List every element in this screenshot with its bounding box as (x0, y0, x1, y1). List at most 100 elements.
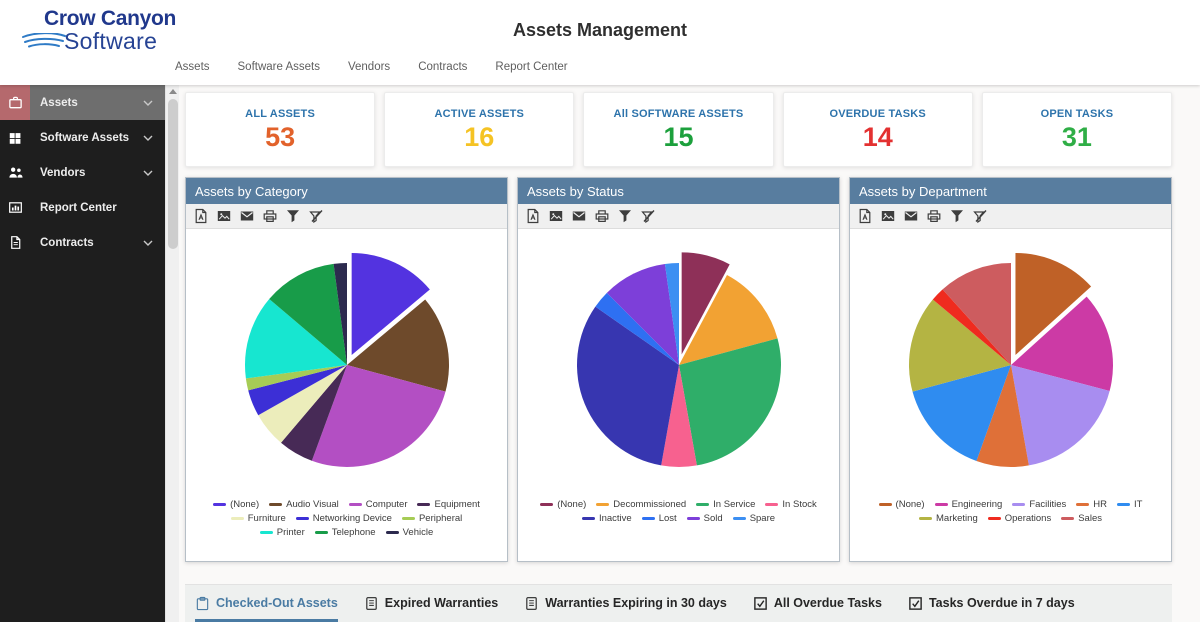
chevron-down-icon (143, 240, 153, 246)
legend-item: Sales (1061, 513, 1102, 524)
tab-tasks-overdue-7-days[interactable]: Tasks Overdue in 7 days (908, 585, 1075, 622)
legend-marker (1117, 503, 1130, 506)
print-icon[interactable] (262, 208, 278, 224)
pie-slice[interactable] (908, 299, 1011, 392)
pie-slice[interactable] (346, 299, 449, 392)
tab-checked-out-assets[interactable]: Checked-Out Assets (195, 585, 338, 622)
tab-label: All Overdue Tasks (773, 596, 882, 610)
nav-assets[interactable]: Assets (175, 61, 210, 73)
legend-marker (295, 517, 309, 520)
legend-marker (686, 517, 700, 520)
tab-warranties-expiring-30-days[interactable]: Warranties Expiring in 30 days (524, 585, 727, 622)
legend-marker (987, 517, 1001, 520)
nav-contracts[interactable]: Contracts (418, 61, 468, 73)
email-icon[interactable] (571, 208, 587, 224)
legend-item: Engineering (934, 499, 1002, 510)
kpi-card-overdue-tasks[interactable]: OVERDUE TASKS 14 (782, 92, 973, 167)
legend-marker (417, 503, 431, 506)
pie-slice[interactable] (311, 365, 445, 467)
sidebar-item-report-center[interactable]: Report Center (0, 190, 165, 225)
legend-item: In Service (696, 499, 755, 510)
kpi-card-open-tasks[interactable]: OPEN TASKS 31 (981, 92, 1173, 167)
chart-legend-assets-by-category: (None) Audio Visual Computer Equipment Furni… (192, 497, 502, 538)
legend-marker (878, 503, 892, 506)
pie-slice[interactable] (268, 263, 347, 365)
legend-item: IT (1117, 499, 1142, 510)
sidebar-item-label: Report Center (40, 201, 117, 214)
scrollbar-thumb[interactable] (167, 99, 178, 249)
legend-label: HR (1093, 499, 1107, 510)
pie-slice[interactable] (932, 289, 1011, 365)
pie-slice[interactable] (1010, 296, 1113, 391)
tab-label: Warranties Expiring in 30 days (545, 596, 727, 610)
filter-icon[interactable] (617, 208, 633, 224)
vertical-scrollbar[interactable] (165, 85, 179, 622)
tab-expired-warranties[interactable]: Expired Warranties (364, 585, 498, 622)
pie-chart-assets-by-department[interactable] (851, 229, 1171, 497)
pie-slice[interactable] (1014, 252, 1091, 355)
export-image-icon[interactable] (548, 208, 564, 224)
legend-marker (230, 517, 244, 520)
legend-item: Printer (259, 527, 305, 538)
chart-legend-assets-by-status: (None) Decommissioned In Service In Stock In… (524, 497, 834, 524)
pie-slice[interactable] (664, 263, 679, 365)
pie-slice[interactable] (245, 365, 347, 391)
legend-item: Decommissioned (596, 499, 686, 510)
sidebar-item-vendors[interactable]: Vendors (0, 155, 165, 190)
sidebar-item-contracts[interactable]: Contracts (0, 225, 165, 260)
pie-slice[interactable] (576, 306, 679, 466)
sidebar-item-assets[interactable]: Assets (0, 85, 165, 120)
pie-slice[interactable] (975, 365, 1029, 467)
pie-slice[interactable] (594, 292, 679, 365)
clear-filter-icon[interactable] (972, 208, 988, 224)
pie-slice[interactable] (681, 252, 730, 355)
pie-slice[interactable] (257, 365, 347, 443)
legend-label: Sales (1078, 513, 1102, 524)
legend-label: (None) (895, 499, 925, 510)
nav-vendors[interactable]: Vendors (347, 61, 391, 73)
export-pdf-icon[interactable] (857, 208, 873, 224)
clear-filter-icon[interactable] (640, 208, 656, 224)
tab-all-overdue-tasks[interactable]: All Overdue Tasks (753, 585, 882, 622)
kpi-value: 53 (265, 122, 296, 152)
pie-slice[interactable] (912, 365, 1011, 461)
pie-slice[interactable] (678, 275, 777, 365)
report-icon (0, 190, 30, 225)
kpi-card-all-software-assets[interactable]: All SOFTWARE ASSETS 15 (583, 92, 774, 167)
document-icon (0, 225, 30, 260)
clear-filter-icon[interactable] (308, 208, 324, 224)
export-pdf-icon[interactable] (525, 208, 541, 224)
scrollbar-up-arrow-icon[interactable] (169, 89, 177, 94)
pie-slice[interactable] (351, 253, 430, 356)
pie-slice[interactable] (1010, 365, 1110, 466)
legend-label: Lost (658, 513, 677, 524)
export-image-icon[interactable] (216, 208, 232, 224)
print-icon[interactable] (594, 208, 610, 224)
pie-slice[interactable] (678, 338, 781, 466)
checkbox-checked-icon (909, 596, 922, 610)
pie-slice[interactable] (942, 263, 1011, 365)
legend-marker (765, 503, 779, 506)
legend-marker (641, 517, 655, 520)
sidebar-item-software-assets[interactable]: Software Assets (0, 120, 165, 155)
pie-slice[interactable] (244, 299, 347, 379)
nav-report-center[interactable]: Report Center (495, 61, 568, 73)
pie-slice[interactable] (280, 365, 347, 461)
pie-slice[interactable] (660, 365, 697, 467)
export-pdf-icon[interactable] (193, 208, 209, 224)
pie-chart-assets-by-status[interactable] (519, 229, 839, 497)
nav-software-assets[interactable]: Software Assets (237, 61, 320, 73)
email-icon[interactable] (239, 208, 255, 224)
pie-slice[interactable] (247, 365, 347, 416)
pie-chart-assets-by-category[interactable] (187, 229, 507, 497)
print-icon[interactable] (926, 208, 942, 224)
filter-icon[interactable] (949, 208, 965, 224)
export-image-icon[interactable] (880, 208, 896, 224)
email-icon[interactable] (903, 208, 919, 224)
kpi-card-all-assets[interactable]: ALL ASSETS 53 (185, 92, 376, 167)
kpi-card-active-assets[interactable]: ACTIVE ASSETS 16 (384, 92, 575, 167)
pie-slice[interactable] (606, 263, 679, 365)
filter-icon[interactable] (285, 208, 301, 224)
pie-slice[interactable] (333, 263, 347, 365)
legend-item: Lost (641, 513, 677, 524)
